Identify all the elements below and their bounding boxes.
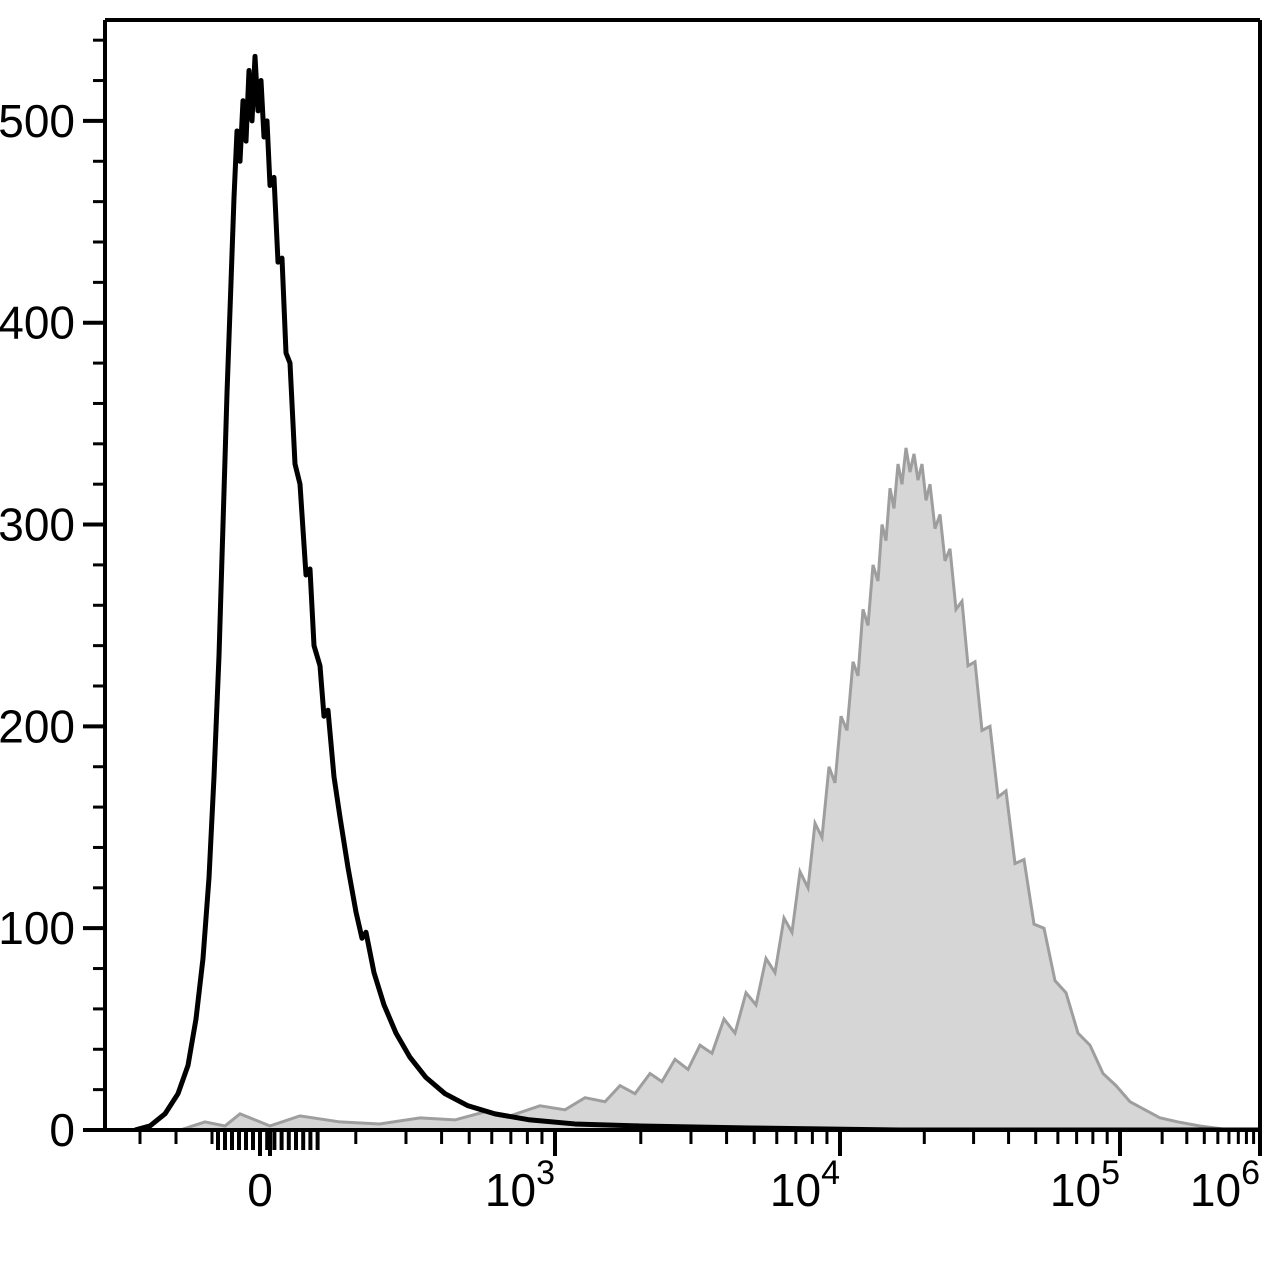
x-tick-label: 0 [247, 1164, 273, 1216]
chart-svg: 01002003004005000103104105106 [0, 0, 1278, 1280]
y-tick-label: 100 [0, 902, 75, 954]
y-tick-label: 400 [0, 297, 75, 349]
y-tick-label: 500 [0, 95, 75, 147]
y-tick-label: 300 [0, 499, 75, 551]
y-tick-label: 200 [0, 700, 75, 752]
flow-cytometry-histogram: 01002003004005000103104105106 [0, 0, 1278, 1280]
y-tick-label: 0 [49, 1104, 75, 1156]
